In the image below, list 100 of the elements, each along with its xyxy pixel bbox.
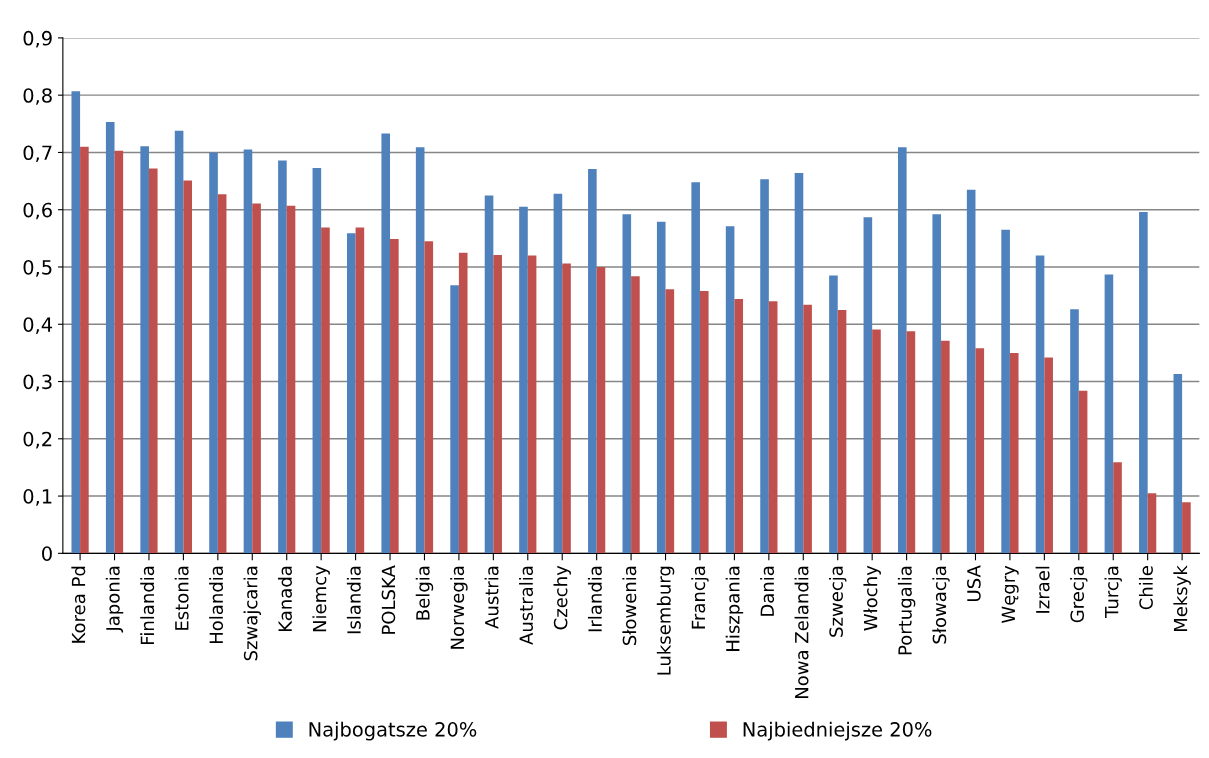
x-tick-label: Nowa Zelandia [794,566,809,699]
bar [80,146,89,554]
bar [484,195,494,554]
x-tick-label: Węgry [1001,565,1019,624]
bar [519,206,528,554]
bar [975,348,985,554]
bar [1078,390,1088,554]
y-tick-label: 0,9 [23,30,52,48]
bar [209,152,218,554]
x-tick-label: Szwajcaria [243,566,262,661]
bar [1044,357,1053,554]
bar [699,291,709,554]
bar [794,173,804,554]
x-tick-label: Hiszpania [725,566,744,651]
y-tick-label: 0,3 [23,374,52,392]
bar [829,275,838,554]
x-tick-label: Dania [760,566,775,616]
y-tick-label: 0,5 [23,259,52,277]
bar [1104,274,1114,554]
x-tick-label: Grecja [1070,566,1088,623]
legend-label: Najbiedniejsze 20% [743,721,932,741]
x-tick-label: Korea Pd [71,566,86,643]
y-tick-label: 0 [42,546,52,561]
x-tick-label: Słowacja [932,566,950,644]
y-tick-label: 0,4 [23,317,53,334]
bar [114,150,124,554]
bar [1182,502,1191,554]
bar [897,147,907,554]
x-tick-label: Portugalia [897,566,916,655]
x-tick-label: Irlandia [587,566,602,632]
bar [346,233,356,554]
bar [450,285,459,554]
bar [768,301,778,554]
bar [872,329,881,554]
bar [1147,493,1157,554]
y-tick-label: 0,2 [23,431,52,449]
x-tick-label: USA [967,565,981,601]
y-tick-label: 0,1 [23,489,52,506]
bar [906,331,916,554]
bar [355,227,365,554]
bar [493,254,502,554]
x-tick-label: Kanada [277,566,292,631]
x-tick-label: Belgia [415,566,434,620]
x-tick-label: Luksemburg [656,566,675,675]
bar [381,133,391,554]
x-tick-label: Australia [519,566,534,645]
y-tick-label: 0,8 [23,88,52,105]
bar [1113,462,1122,554]
bar [966,189,976,554]
x-tick-label: Chile [1138,566,1153,610]
bar [562,263,571,554]
bar [286,205,296,554]
bar [932,214,942,554]
bar [941,340,950,554]
x-tick-label: Izrael [1035,566,1050,613]
bar [312,167,322,554]
x-tick-label: Holandia [209,566,224,644]
bar [527,255,537,554]
bar [140,146,149,554]
x-tick-label: POLSKA [381,565,396,634]
bar [725,226,735,554]
bar [458,252,468,554]
x-tick-label: Turcja [1104,566,1122,618]
bar [863,217,873,554]
bar [390,238,399,554]
x-tick-label: Austria [484,566,499,629]
x-tick-label: Meksyk [1173,565,1191,632]
bar [1173,374,1183,554]
bar [631,276,640,554]
bar [803,304,812,554]
x-tick-label: Włochy [863,565,881,631]
bar [424,241,434,554]
bar [174,130,184,554]
y-tick-label: 0,6 [23,202,52,220]
x-tick-label: Niemcy [312,565,330,632]
bar [71,91,81,554]
bar [1035,255,1045,554]
y-tick-label: 0,7 [23,145,52,163]
bar [252,203,261,554]
bar [1070,309,1079,554]
bar [691,182,700,554]
bar [1001,229,1010,554]
bar [760,179,769,554]
legend-label: Najbogatsze 20% [309,721,477,741]
bar [278,160,287,554]
x-tick-label: Japonia [105,566,124,633]
x-tick-label: Francja [691,566,709,629]
bar [837,309,847,554]
bar [734,299,744,554]
x-tick-label: Finlandia [140,566,155,644]
bar [183,180,193,554]
bar [622,214,632,554]
bar [243,149,253,554]
bar [321,227,330,554]
bar [596,266,606,554]
bar [1139,212,1148,554]
bar [588,169,597,554]
bar [217,194,227,554]
x-tick-label: Czechy [553,565,571,630]
bar [553,193,563,554]
